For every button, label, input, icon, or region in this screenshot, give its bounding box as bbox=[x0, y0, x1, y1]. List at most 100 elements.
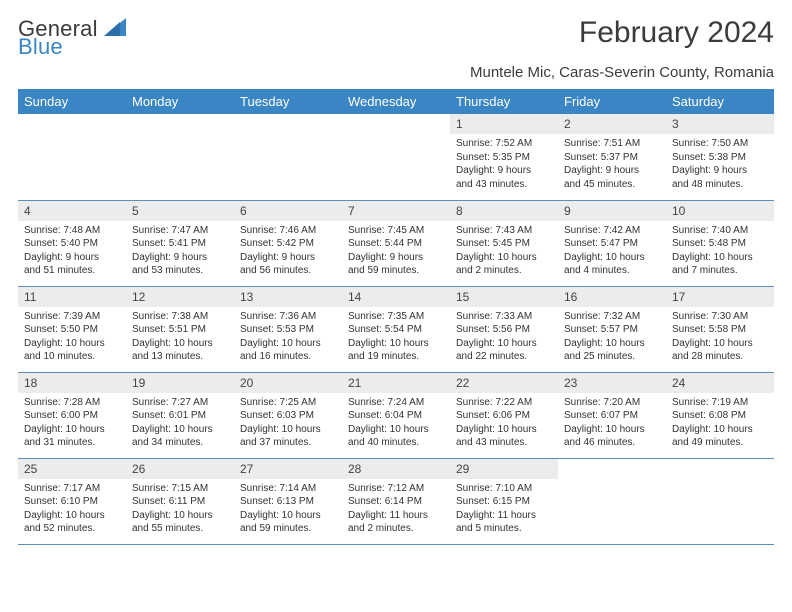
day-info-line: and 53 minutes. bbox=[132, 264, 228, 278]
day-number: 6 bbox=[234, 201, 342, 221]
day-number: 25 bbox=[18, 459, 126, 479]
day-info-line: Sunset: 5:45 PM bbox=[456, 237, 552, 251]
day-number: 9 bbox=[558, 201, 666, 221]
calendar-week-row: 11Sunrise: 7:39 AMSunset: 5:50 PMDayligh… bbox=[18, 286, 774, 372]
day-info-line: Daylight: 10 hours bbox=[672, 423, 768, 437]
day-info-line: and 40 minutes. bbox=[348, 436, 444, 450]
day-info-line: Sunrise: 7:45 AM bbox=[348, 224, 444, 238]
day-info-line: Sunset: 6:08 PM bbox=[672, 409, 768, 423]
day-header: Tuesday bbox=[234, 89, 342, 114]
day-info: Sunrise: 7:22 AMSunset: 6:06 PMDaylight:… bbox=[450, 393, 558, 454]
day-number: 13 bbox=[234, 287, 342, 307]
calendar-cell: 12Sunrise: 7:38 AMSunset: 5:51 PMDayligh… bbox=[126, 286, 234, 372]
day-info-line: Sunrise: 7:46 AM bbox=[240, 224, 336, 238]
day-number: 5 bbox=[126, 201, 234, 221]
logo-triangle-icon bbox=[104, 18, 126, 41]
day-info-line: Daylight: 10 hours bbox=[348, 423, 444, 437]
calendar-cell: 17Sunrise: 7:30 AMSunset: 5:58 PMDayligh… bbox=[666, 286, 774, 372]
day-info-line: Sunset: 6:06 PM bbox=[456, 409, 552, 423]
day-number: 23 bbox=[558, 373, 666, 393]
day-info-line: Sunrise: 7:12 AM bbox=[348, 482, 444, 496]
day-info-line: Sunset: 5:58 PM bbox=[672, 323, 768, 337]
calendar-cell: 5Sunrise: 7:47 AMSunset: 5:41 PMDaylight… bbox=[126, 200, 234, 286]
calendar-cell: 3Sunrise: 7:50 AMSunset: 5:38 PMDaylight… bbox=[666, 114, 774, 200]
day-info-line: Sunset: 5:48 PM bbox=[672, 237, 768, 251]
day-info: Sunrise: 7:28 AMSunset: 6:00 PMDaylight:… bbox=[18, 393, 126, 454]
calendar-cell: 4Sunrise: 7:48 AMSunset: 5:40 PMDaylight… bbox=[18, 200, 126, 286]
day-info-line: Daylight: 10 hours bbox=[672, 337, 768, 351]
calendar-body: 1Sunrise: 7:52 AMSunset: 5:35 PMDaylight… bbox=[18, 114, 774, 544]
day-info: Sunrise: 7:30 AMSunset: 5:58 PMDaylight:… bbox=[666, 307, 774, 368]
day-info-line: and 16 minutes. bbox=[240, 350, 336, 364]
calendar-cell: 20Sunrise: 7:25 AMSunset: 6:03 PMDayligh… bbox=[234, 372, 342, 458]
day-info: Sunrise: 7:43 AMSunset: 5:45 PMDaylight:… bbox=[450, 221, 558, 282]
day-info-line: and 13 minutes. bbox=[132, 350, 228, 364]
day-info-line: Sunset: 5:56 PM bbox=[456, 323, 552, 337]
calendar-cell: 28Sunrise: 7:12 AMSunset: 6:14 PMDayligh… bbox=[342, 458, 450, 544]
day-info-line: Sunset: 5:42 PM bbox=[240, 237, 336, 251]
day-info-line: Sunset: 6:11 PM bbox=[132, 495, 228, 509]
calendar-cell: 16Sunrise: 7:32 AMSunset: 5:57 PMDayligh… bbox=[558, 286, 666, 372]
day-info: Sunrise: 7:15 AMSunset: 6:11 PMDaylight:… bbox=[126, 479, 234, 540]
day-info-line: Sunrise: 7:51 AM bbox=[564, 137, 660, 151]
day-info-line: Sunset: 6:00 PM bbox=[24, 409, 120, 423]
day-info-line: Sunset: 6:07 PM bbox=[564, 409, 660, 423]
day-info-line: Sunset: 5:44 PM bbox=[348, 237, 444, 251]
calendar-cell: 9Sunrise: 7:42 AMSunset: 5:47 PMDaylight… bbox=[558, 200, 666, 286]
day-number: 28 bbox=[342, 459, 450, 479]
calendar-week-row: 25Sunrise: 7:17 AMSunset: 6:10 PMDayligh… bbox=[18, 458, 774, 544]
day-info-line: Daylight: 10 hours bbox=[24, 509, 120, 523]
day-number: 10 bbox=[666, 201, 774, 221]
day-info: Sunrise: 7:12 AMSunset: 6:14 PMDaylight:… bbox=[342, 479, 450, 540]
calendar-cell: 25Sunrise: 7:17 AMSunset: 6:10 PMDayligh… bbox=[18, 458, 126, 544]
calendar-cell: 29Sunrise: 7:10 AMSunset: 6:15 PMDayligh… bbox=[450, 458, 558, 544]
day-number: 17 bbox=[666, 287, 774, 307]
day-info-line: Daylight: 10 hours bbox=[24, 423, 120, 437]
day-info-line: Daylight: 10 hours bbox=[456, 423, 552, 437]
day-header: Saturday bbox=[666, 89, 774, 114]
day-info-line: Sunset: 6:10 PM bbox=[24, 495, 120, 509]
calendar-cell: 21Sunrise: 7:24 AMSunset: 6:04 PMDayligh… bbox=[342, 372, 450, 458]
day-info-line: and 2 minutes. bbox=[456, 264, 552, 278]
day-info-line: and 10 minutes. bbox=[24, 350, 120, 364]
day-info-line: and 28 minutes. bbox=[672, 350, 768, 364]
day-number: 26 bbox=[126, 459, 234, 479]
calendar-cell-empty bbox=[666, 458, 774, 544]
day-info: Sunrise: 7:38 AMSunset: 5:51 PMDaylight:… bbox=[126, 307, 234, 368]
calendar-cell: 18Sunrise: 7:28 AMSunset: 6:00 PMDayligh… bbox=[18, 372, 126, 458]
day-info-line: and 2 minutes. bbox=[348, 522, 444, 536]
day-info-line: Sunrise: 7:19 AM bbox=[672, 396, 768, 410]
day-info-line: Daylight: 10 hours bbox=[564, 423, 660, 437]
day-info-line: and 48 minutes. bbox=[672, 178, 768, 192]
day-info: Sunrise: 7:35 AMSunset: 5:54 PMDaylight:… bbox=[342, 307, 450, 368]
day-info-line: Sunrise: 7:20 AM bbox=[564, 396, 660, 410]
day-info: Sunrise: 7:36 AMSunset: 5:53 PMDaylight:… bbox=[234, 307, 342, 368]
day-info-line: and 59 minutes. bbox=[348, 264, 444, 278]
day-header: Sunday bbox=[18, 89, 126, 114]
day-number: 20 bbox=[234, 373, 342, 393]
day-number: 29 bbox=[450, 459, 558, 479]
day-info-line: Sunrise: 7:43 AM bbox=[456, 224, 552, 238]
day-info-line: Sunrise: 7:27 AM bbox=[132, 396, 228, 410]
day-header: Friday bbox=[558, 89, 666, 114]
calendar-cell: 8Sunrise: 7:43 AMSunset: 5:45 PMDaylight… bbox=[450, 200, 558, 286]
day-info-line: Sunset: 5:54 PM bbox=[348, 323, 444, 337]
day-info-line: Sunrise: 7:42 AM bbox=[564, 224, 660, 238]
day-info-line: and 56 minutes. bbox=[240, 264, 336, 278]
day-info-line: Sunrise: 7:28 AM bbox=[24, 396, 120, 410]
day-header: Thursday bbox=[450, 89, 558, 114]
calendar-cell: 24Sunrise: 7:19 AMSunset: 6:08 PMDayligh… bbox=[666, 372, 774, 458]
day-info-line: Daylight: 9 hours bbox=[456, 164, 552, 178]
day-info-line: Sunset: 5:57 PM bbox=[564, 323, 660, 337]
day-info-line: Sunrise: 7:47 AM bbox=[132, 224, 228, 238]
day-info-line: Sunset: 5:47 PM bbox=[564, 237, 660, 251]
day-info-line: Daylight: 9 hours bbox=[672, 164, 768, 178]
day-info-line: Sunrise: 7:36 AM bbox=[240, 310, 336, 324]
day-info-line: Sunrise: 7:50 AM bbox=[672, 137, 768, 151]
day-info-line: Sunrise: 7:35 AM bbox=[348, 310, 444, 324]
logo-word2: Blue bbox=[18, 34, 63, 59]
day-info-line: and 22 minutes. bbox=[456, 350, 552, 364]
day-info-line: Sunset: 5:37 PM bbox=[564, 151, 660, 165]
day-info-line: and 43 minutes. bbox=[456, 178, 552, 192]
day-info-line: Sunrise: 7:24 AM bbox=[348, 396, 444, 410]
